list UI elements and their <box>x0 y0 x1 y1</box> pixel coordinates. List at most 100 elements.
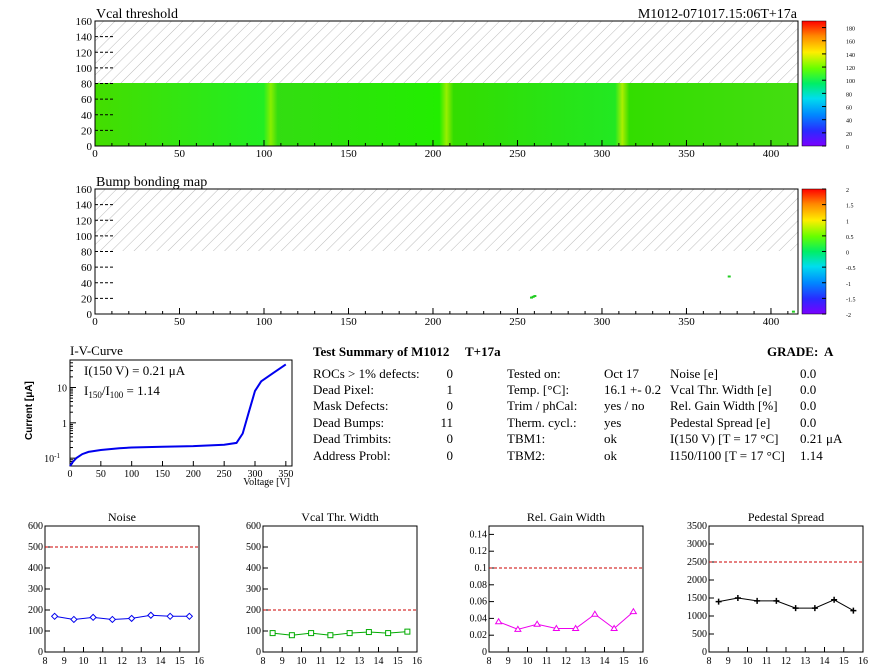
iv-ytick-label: 10-1 <box>44 452 60 465</box>
noise-xtick-label: 9 <box>62 656 67 667</box>
dead-bump-marker <box>791 310 795 313</box>
noise-xtick-label: 11 <box>98 656 108 667</box>
noise-ytick-label: 500 <box>28 542 43 553</box>
pedestal-xtick-label: 8 <box>707 656 712 667</box>
vcal-xtick-label: 150 <box>340 148 357 160</box>
summary-col1-label: Dead Pixel: <box>313 382 374 397</box>
gain-width-ytick-label: 0.14 <box>470 529 488 540</box>
vcal-cb-tick-label: 120 <box>846 66 855 72</box>
summary-col3-label: Noise [e] <box>670 366 718 381</box>
summary-col2-label: TBM1: <box>507 431 545 446</box>
iv-xtick-label: 250 <box>217 469 232 480</box>
iv-ytick-exponent: -1 <box>54 452 60 460</box>
vcal-ytick-label: 100 <box>76 63 93 75</box>
vcal-ytick-label: 60 <box>81 94 93 106</box>
vcal-width-point <box>269 630 276 637</box>
vcal-width-xtick-label: 10 <box>297 656 307 667</box>
vcal-ytick-label: 120 <box>76 47 93 59</box>
pedestal-ytick-label: 3500 <box>687 521 707 532</box>
vcal-width-xtick-label: 11 <box>316 656 326 667</box>
vcal-width-ytick-label: 400 <box>246 563 261 574</box>
grade-value: A <box>824 344 834 359</box>
iv-curve-panel: I-V-Curve 0 50 100 150 200 250 300 350 10-1 1 10 I… <box>24 343 293 488</box>
bump-xtick-label: 150 <box>340 316 357 328</box>
pedestal-point <box>811 605 818 612</box>
dead-bump-marker <box>531 295 535 298</box>
vcal-width-point <box>404 628 411 635</box>
gain-width-ytick-label: 0.1 <box>475 563 488 574</box>
noise-xtick-label: 15 <box>175 656 185 667</box>
summary-col2-value: ok <box>604 448 618 463</box>
summary-col1-value: 1 <box>447 382 454 397</box>
vcal-width-ytick-label: 600 <box>246 521 261 532</box>
noise-point <box>70 615 78 624</box>
summary-col2-label: Temp. [°C]: <box>507 382 569 397</box>
bump-xtick-label: 400 <box>763 316 780 328</box>
dead-bump-marker <box>533 295 537 298</box>
bump-xtick-label: 100 <box>256 316 273 328</box>
bump-xtick-label: 0 <box>92 316 98 328</box>
iv-xtick-label: 350 <box>278 469 293 480</box>
iv-ytick-label: 1 <box>62 419 67 430</box>
vcal-ytick-label: 0 <box>87 141 93 153</box>
iv-frame <box>69 359 293 467</box>
pedestal-ytick-label: 3000 <box>687 539 707 550</box>
vcal-axes: 0 50 100 150 200 250 300 350 400 0 20 40 60 80 100 120 1… <box>76 16 789 160</box>
bump-cb-tick-label: 2 <box>846 188 849 194</box>
gain-width-ytick-label: 0.04 <box>470 613 488 624</box>
bump-ytick-label: 40 <box>81 278 93 290</box>
bump-cb-tick-label: 1 <box>846 219 849 225</box>
vcal-cb-tick-label: 40 <box>846 119 852 125</box>
gain-width-xtick-label: 9 <box>506 656 511 667</box>
iv-axes: 0 50 100 150 200 250 300 350 10-1 1 10 <box>44 362 293 480</box>
vcal-xtick-label: 300 <box>594 148 611 160</box>
vcal-width-xtick-label: 13 <box>354 656 364 667</box>
gain-width-xtick-label: 13 <box>580 656 590 667</box>
gain-width-xtick-label: 15 <box>619 656 629 667</box>
vcal-cb-tick-label: 80 <box>846 92 852 98</box>
gain-width-point <box>629 607 638 615</box>
vcal-width-ytick-label: 300 <box>246 584 261 595</box>
bump-ytick-label: 60 <box>81 262 93 274</box>
iv-xtick-label: 100 <box>124 469 139 480</box>
vcal-threshold-panel: Vcal threshold 0 50 100 150 200 250 300 350 4000… <box>76 7 856 160</box>
dead-bumps <box>529 275 795 313</box>
iv-annotation-current: I(150 V) = 0.21 μA <box>84 363 186 378</box>
pedestal-series-line <box>718 597 854 612</box>
noise-xtick-label: 12 <box>117 656 127 667</box>
run-id: M1012-071017.15:06T+17a <box>638 7 798 22</box>
noise-ytick-label: 0 <box>38 647 43 658</box>
bump-xtick-label: 200 <box>425 316 442 328</box>
pedestal-xtick-label: 15 <box>839 656 849 667</box>
pedestal-ytick-label: 2000 <box>687 575 707 586</box>
vcal-cb-tick-label: 100 <box>846 79 855 85</box>
pedestal-xtick-label: 10 <box>743 656 753 667</box>
summary-col1-value: 0 <box>447 431 454 446</box>
noise-point <box>147 611 155 619</box>
vcal-cb-tick-label: 0 <box>846 145 849 151</box>
pedestal-title: Pedestal Spread <box>748 510 824 524</box>
vcal-width-xtick-label: 8 <box>261 656 266 667</box>
vcal-width-point <box>385 630 392 637</box>
gain-width-point <box>494 617 503 625</box>
vcal-ytick-label: 20 <box>81 125 93 137</box>
dead-bump-marker <box>727 275 731 278</box>
noise-ytick-label: 300 <box>28 584 43 595</box>
gain-width-xtick-label: 12 <box>561 656 571 667</box>
pedestal-ytick-label: 2500 <box>687 557 707 568</box>
pedestal-ytick-label: 1000 <box>687 611 707 622</box>
bump-map-panel: Bump bonding map 0 50 100 150 200 250 300 350 40… <box>76 175 856 328</box>
noise-ytick-label: 400 <box>28 563 43 574</box>
summary-col2-value: Oct 17 <box>604 366 640 381</box>
iv-xtick-label: 150 <box>155 469 170 480</box>
gain-width-point <box>610 624 619 631</box>
iv-series-line <box>69 363 287 467</box>
summary-col3-label: I(150 V) [T = 17 °C] <box>670 431 778 446</box>
noise-point <box>89 613 97 622</box>
vcal-width-point <box>288 632 295 639</box>
vcal-xtick-label: 50 <box>174 148 186 160</box>
pedestal-ytick-label: 1500 <box>687 593 707 604</box>
vcal-width-xtick-label: 12 <box>335 656 345 667</box>
vcal-cb-tick-label: 160 <box>846 40 855 46</box>
